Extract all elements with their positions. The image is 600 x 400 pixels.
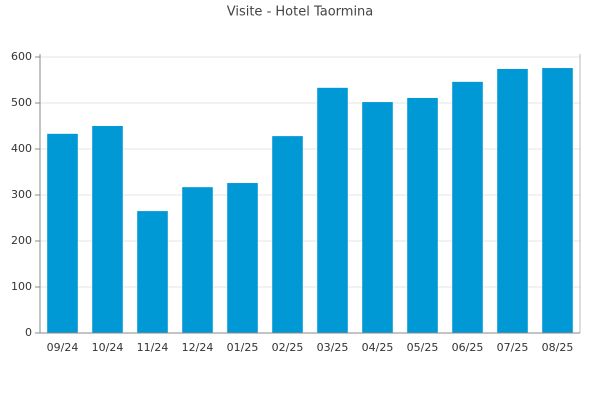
y-tick-label: 0 — [25, 326, 32, 339]
bar — [47, 133, 78, 333]
y-tick-label: 400 — [11, 142, 32, 155]
x-tick-label: 05/25 — [407, 341, 439, 354]
y-tick-label: 300 — [11, 188, 32, 201]
bar — [137, 211, 168, 333]
bar — [452, 81, 483, 333]
bar — [227, 183, 258, 333]
x-tick-label: 12/24 — [182, 341, 214, 354]
y-tick-label: 600 — [11, 50, 32, 63]
x-tick-label: 02/25 — [272, 341, 304, 354]
y-tick-label: 200 — [11, 234, 32, 247]
chart-title: Visite - Hotel Taormina — [227, 5, 374, 20]
bar — [317, 87, 348, 333]
y-tick-label: 500 — [11, 96, 32, 109]
bar — [272, 136, 303, 333]
x-tick-label: 03/25 — [317, 341, 349, 354]
x-tick-label: 11/24 — [137, 341, 169, 354]
bar — [182, 187, 213, 333]
bar — [497, 68, 528, 334]
x-tick-label: 01/25 — [227, 341, 259, 354]
bar — [92, 126, 123, 333]
x-tick-label: 10/24 — [92, 341, 124, 354]
x-tick-label: 04/25 — [362, 341, 394, 354]
x-tick-label: 06/25 — [452, 341, 484, 354]
bar — [407, 97, 438, 333]
x-tick-label: 08/25 — [542, 341, 574, 354]
y-tick-label: 100 — [11, 280, 32, 293]
x-tick-label: 09/24 — [47, 341, 79, 354]
bar — [542, 68, 573, 333]
bar — [362, 102, 393, 333]
x-tick-label: 07/25 — [497, 341, 529, 354]
